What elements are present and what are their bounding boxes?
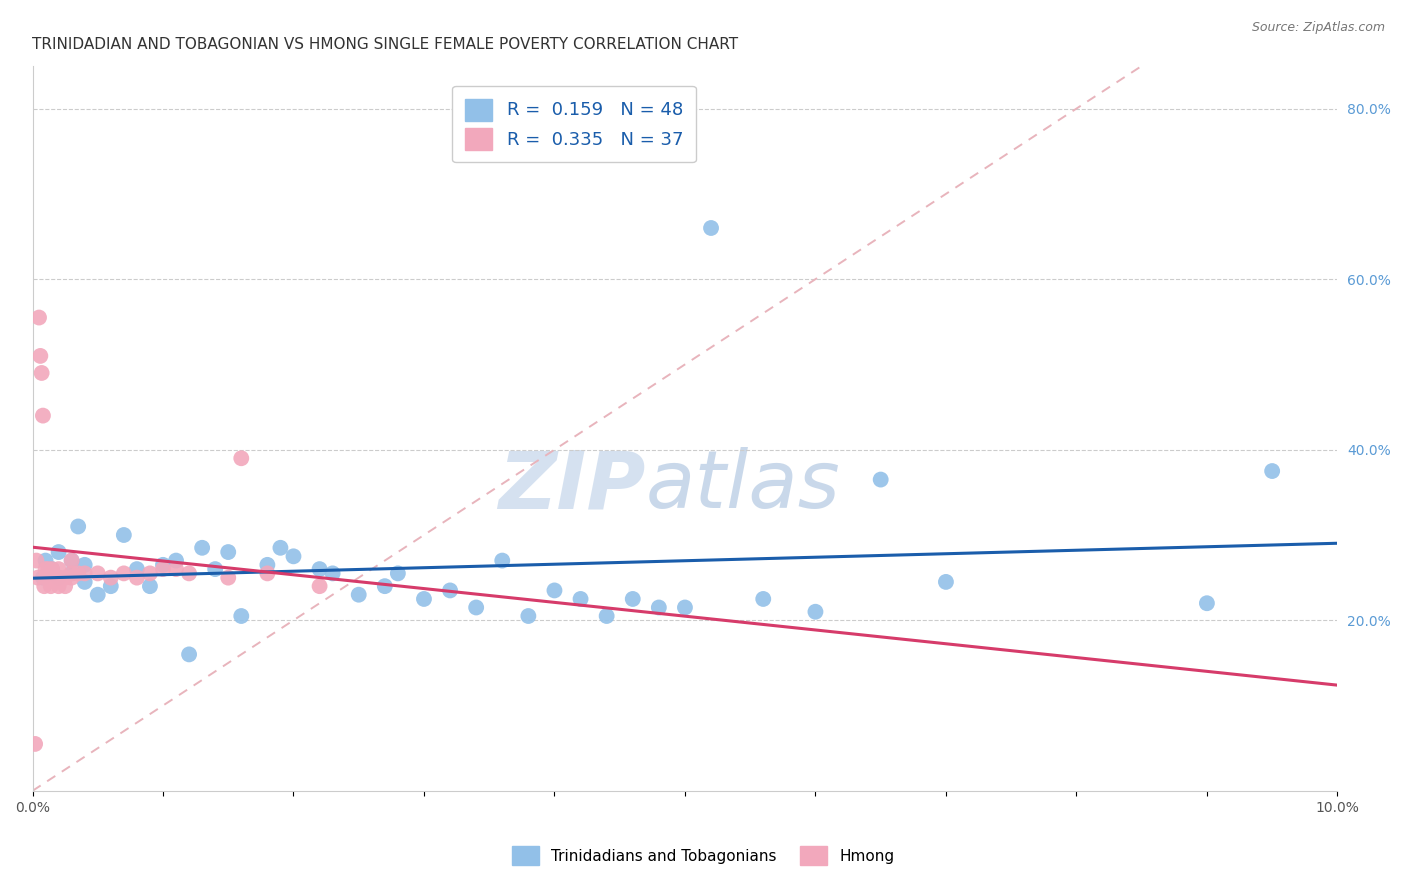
Point	[37, 562, 59, 576]
Point	[804, 605, 827, 619]
Point	[53, 579, 76, 593]
Point	[413, 591, 436, 606]
Point	[177, 648, 200, 662]
Point	[48, 545, 70, 559]
Point	[67, 519, 90, 533]
Point	[34, 553, 56, 567]
Point	[27, 571, 49, 585]
Point	[256, 558, 278, 572]
Point	[48, 571, 70, 585]
Point	[491, 553, 513, 567]
Point	[25, 553, 48, 567]
Point	[60, 553, 83, 567]
Point	[517, 609, 540, 624]
Point	[38, 571, 60, 585]
Point	[39, 579, 62, 593]
Text: atlas: atlas	[645, 448, 841, 525]
Point	[48, 579, 70, 593]
Legend: Trinidadians and Tobagonians, Hmong: Trinidadians and Tobagonians, Hmong	[505, 840, 901, 871]
Point	[1195, 596, 1218, 610]
Legend: R =  0.159   N = 48, R =  0.335   N = 37: R = 0.159 N = 48, R = 0.335 N = 37	[453, 86, 696, 162]
Point	[191, 541, 214, 555]
Point	[112, 528, 135, 542]
Point	[73, 558, 96, 572]
Text: TRINIDADIAN AND TOBAGONIAN VS HMONG SINGLE FEMALE POVERTY CORRELATION CHART: TRINIDADIAN AND TOBAGONIAN VS HMONG SING…	[32, 37, 738, 53]
Point	[543, 583, 565, 598]
Point	[700, 221, 723, 235]
Point	[152, 558, 174, 572]
Point	[41, 562, 63, 576]
Point	[165, 553, 187, 567]
Point	[30, 349, 52, 363]
Point	[465, 600, 488, 615]
Text: Source: ZipAtlas.com: Source: ZipAtlas.com	[1251, 21, 1385, 34]
Point	[177, 566, 200, 581]
Point	[60, 571, 83, 585]
Point	[217, 571, 239, 585]
Point	[125, 562, 148, 576]
Point	[217, 545, 239, 559]
Point	[32, 579, 55, 593]
Point	[374, 579, 396, 593]
Point	[73, 566, 96, 581]
Point	[308, 562, 330, 576]
Point	[41, 562, 63, 576]
Point	[60, 566, 83, 581]
Point	[256, 566, 278, 581]
Point	[322, 566, 344, 581]
Point	[53, 571, 76, 585]
Point	[139, 566, 162, 581]
Point	[752, 591, 775, 606]
Point	[569, 591, 592, 606]
Point	[60, 553, 83, 567]
Point	[87, 566, 110, 581]
Point	[673, 600, 696, 615]
Text: ZIP: ZIP	[499, 448, 645, 525]
Point	[139, 579, 162, 593]
Point	[24, 737, 46, 751]
Point	[48, 562, 70, 576]
Point	[595, 609, 617, 624]
Point	[73, 574, 96, 589]
Point	[48, 571, 70, 585]
Point	[1261, 464, 1284, 478]
Point	[42, 571, 65, 585]
Point	[439, 583, 461, 598]
Point	[28, 310, 51, 325]
Point	[621, 591, 644, 606]
Point	[308, 579, 330, 593]
Point	[112, 566, 135, 581]
Point	[125, 571, 148, 585]
Point	[347, 588, 370, 602]
Point	[204, 562, 226, 576]
Point	[87, 588, 110, 602]
Point	[32, 571, 55, 585]
Point	[34, 562, 56, 576]
Point	[32, 409, 55, 423]
Point	[100, 571, 122, 585]
Point	[60, 566, 83, 581]
Point	[152, 562, 174, 576]
Point	[648, 600, 671, 615]
Point	[67, 566, 90, 581]
Point	[869, 473, 891, 487]
Point	[34, 571, 56, 585]
Point	[231, 609, 253, 624]
Point	[387, 566, 409, 581]
Point	[231, 451, 253, 466]
Point	[283, 549, 305, 564]
Point	[935, 574, 957, 589]
Point	[165, 562, 187, 576]
Point	[269, 541, 291, 555]
Point	[31, 366, 53, 380]
Point	[100, 579, 122, 593]
